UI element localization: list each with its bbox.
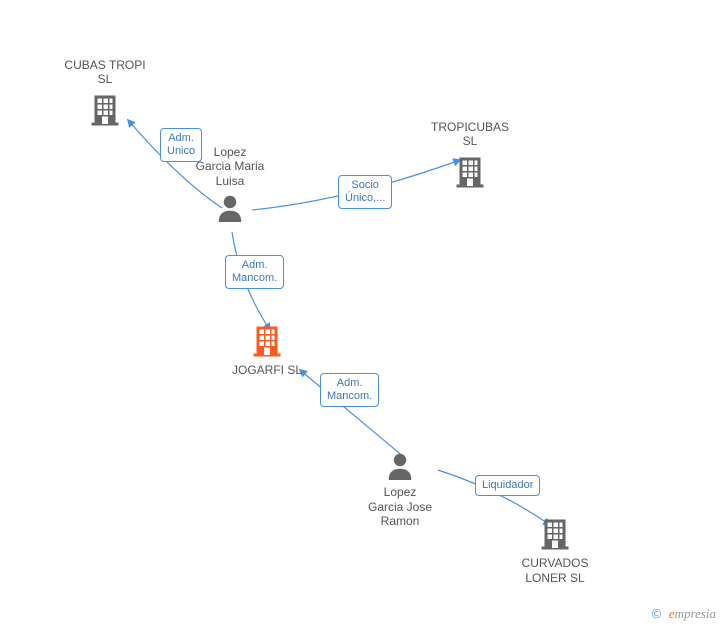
node-cubas[interactable]: CUBAS TROPI SL [60,58,150,130]
node-label: CUBAS TROPI SL [60,58,150,87]
copyright-symbol: © [652,606,662,621]
node-tropicubas[interactable]: TROPICUBAS SL [425,120,515,192]
building-icon [60,91,150,130]
edge-label-jose-jogarfi[interactable]: Adm. Mancom. [320,373,379,407]
node-label: Lopez Garcia Jose Ramon [355,485,445,528]
node-jogarfi[interactable]: JOGARFI SL [222,322,312,378]
node-label: JOGARFI SL [222,363,312,377]
brand-rest: mpresia [675,606,716,621]
building-icon [425,153,515,192]
building-icon [510,515,600,554]
person-icon [185,192,275,225]
node-label: CURVADOS LONER SL [510,556,600,585]
node-curvados[interactable]: CURVADOS LONER SL [510,515,600,585]
edge-label-jose-curvados[interactable]: Liquidador [475,475,540,496]
node-jose[interactable]: Lopez Garcia Jose Ramon [355,450,445,529]
edge-label-maria-jogarfi[interactable]: Adm. Mancom. [225,255,284,289]
watermark: © empresia [652,606,716,622]
building-icon [222,322,312,361]
edge-label-maria-tropicubas[interactable]: Socio Único,... [338,175,392,209]
edge-label-maria-cubas[interactable]: Adm. Unico [160,128,202,162]
person-icon [355,450,445,483]
node-label: TROPICUBAS SL [425,120,515,149]
